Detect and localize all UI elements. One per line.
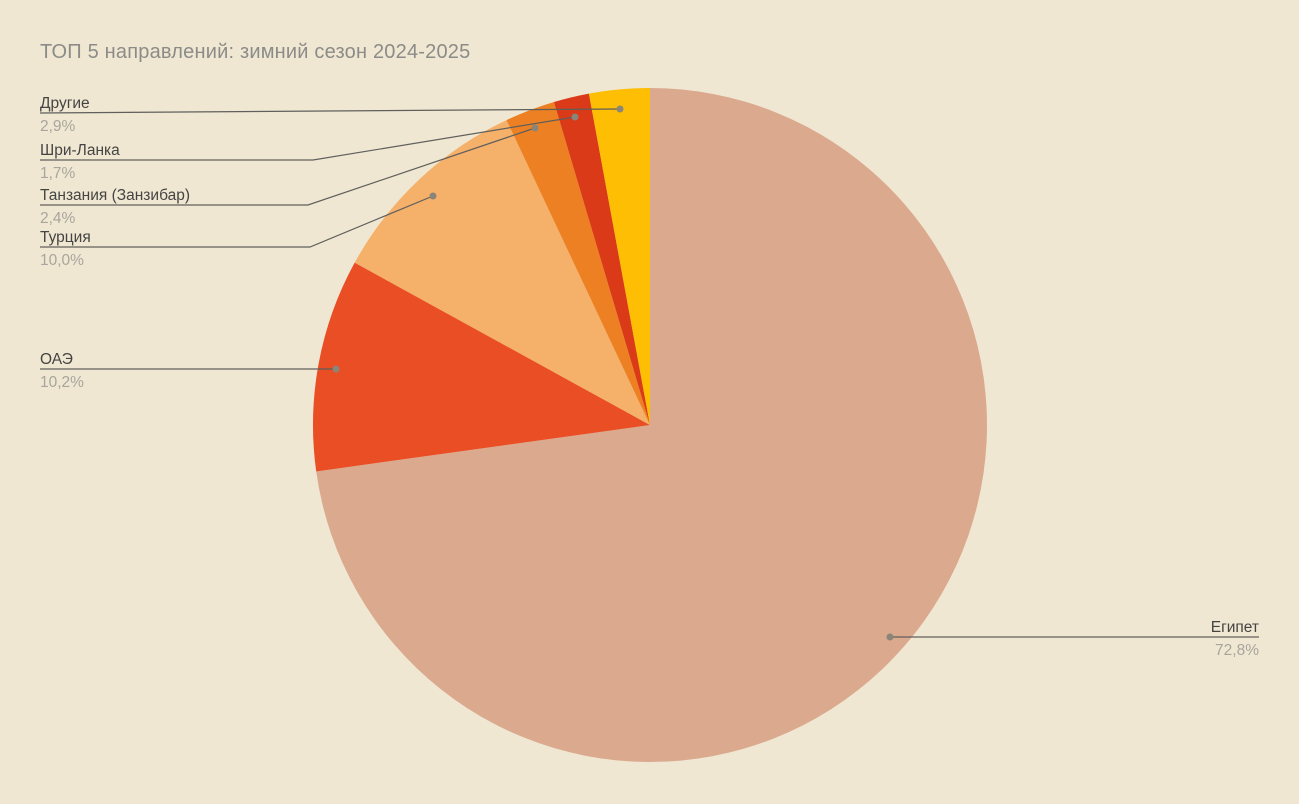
- slice-name: Египет: [1210, 619, 1259, 636]
- pie-slice-turkey: [354, 120, 650, 425]
- leader-dot-egypt: [886, 633, 894, 641]
- slice-percent: 2,9%: [40, 118, 76, 135]
- slice-percent: 72,8%: [1215, 642, 1259, 659]
- pie-label-uae: ОАЭ 10,2%: [40, 350, 84, 392]
- pie-label-others: Другие 2,9%: [40, 94, 90, 136]
- slice-name: ОАЭ: [40, 351, 73, 368]
- leader-line-others: [39, 108, 621, 114]
- slice-percent: 1,7%: [40, 165, 76, 182]
- leader-line-tanzania: [40, 127, 536, 206]
- pie-slice-others: [588, 88, 650, 425]
- leader-dot-tanzania: [531, 124, 539, 132]
- pie-label-turkey: Турция 10,0%: [40, 228, 91, 270]
- slice-percent: 10,2%: [40, 374, 84, 391]
- slice-name: Шри-Ланка: [40, 142, 120, 159]
- slice-percent: 2,4%: [40, 210, 76, 227]
- leader-dots: [332, 105, 894, 641]
- slice-name: Танзания (Занзибар): [40, 187, 190, 204]
- pie-slice-egypt: [316, 88, 987, 763]
- pie-label-srilanka: Шри-Ланка 1,7%: [40, 141, 120, 183]
- pie-label-tanzania: Танзания (Занзибар) 2,4%: [40, 186, 190, 228]
- leader-dot-turkey: [429, 192, 437, 200]
- pie-slice-uae: [312, 262, 650, 472]
- leader-line-turkey: [40, 195, 434, 248]
- leader-dot-others: [616, 105, 624, 113]
- pie-slices: [312, 88, 987, 763]
- chart-title: ТОП 5 направлений: зимний сезон 2024-202…: [40, 41, 471, 63]
- leader-dot-srilanka: [571, 113, 579, 121]
- leader-dot-uae: [332, 365, 340, 373]
- slice-name: Другие: [40, 95, 90, 112]
- leader-line-srilanka: [40, 116, 576, 161]
- leader-lines: [39, 108, 1259, 638]
- pie-slice-srilanka: [553, 93, 650, 425]
- slice-name: Турция: [40, 229, 91, 246]
- pie-slice-tanzania: [506, 101, 650, 425]
- slice-percent: 10,0%: [40, 252, 84, 269]
- pie-label-egypt: Египет 72,8%: [1211, 618, 1259, 660]
